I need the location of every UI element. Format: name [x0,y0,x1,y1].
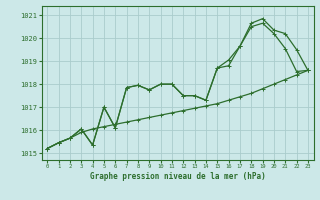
X-axis label: Graphe pression niveau de la mer (hPa): Graphe pression niveau de la mer (hPa) [90,172,266,181]
